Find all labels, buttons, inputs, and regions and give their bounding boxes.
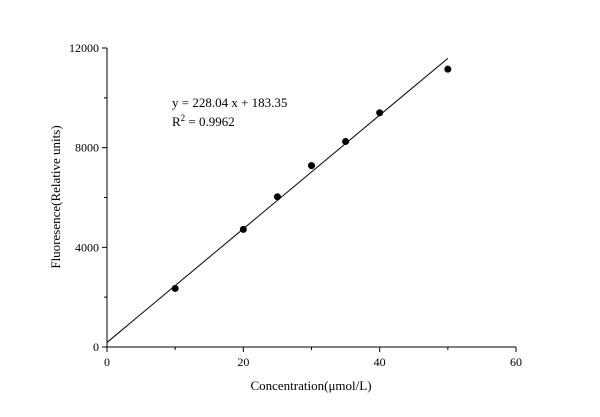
y-axis-title: Fluoresence(Relative units): [48, 125, 63, 268]
data-point: [376, 109, 384, 117]
regression-equation: y = 228.04 x + 183.35: [172, 95, 287, 110]
r-squared-prefix: R: [172, 114, 181, 129]
r-squared-superscript: 2: [181, 113, 186, 123]
y-tick-label: 0: [93, 340, 99, 354]
r-squared-label: R2 = 0.9962: [172, 113, 235, 129]
data-points: [171, 65, 452, 292]
data-point: [444, 65, 452, 73]
x-tick-label: 60: [510, 355, 522, 369]
x-tick-label: 20: [237, 355, 249, 369]
x-tick-label: 40: [374, 355, 386, 369]
y-tick-label: 12000: [69, 41, 99, 55]
data-point: [342, 137, 350, 145]
x-axis-title: Concentration(μmol/L): [250, 378, 371, 393]
data-point: [308, 162, 315, 170]
data-point: [171, 284, 179, 292]
r-squared-value: = 0.9962: [185, 114, 235, 129]
x-ticks: 0 20 40 60: [104, 347, 522, 369]
y-tick-label: 4000: [75, 240, 99, 254]
data-point: [273, 193, 281, 201]
x-tick-label: 0: [104, 355, 110, 369]
y-tick-label: 8000: [75, 141, 99, 155]
data-point: [239, 225, 247, 233]
y-ticks: 0 4000 8000 12000: [69, 41, 107, 354]
regression-line: [106, 57, 449, 343]
